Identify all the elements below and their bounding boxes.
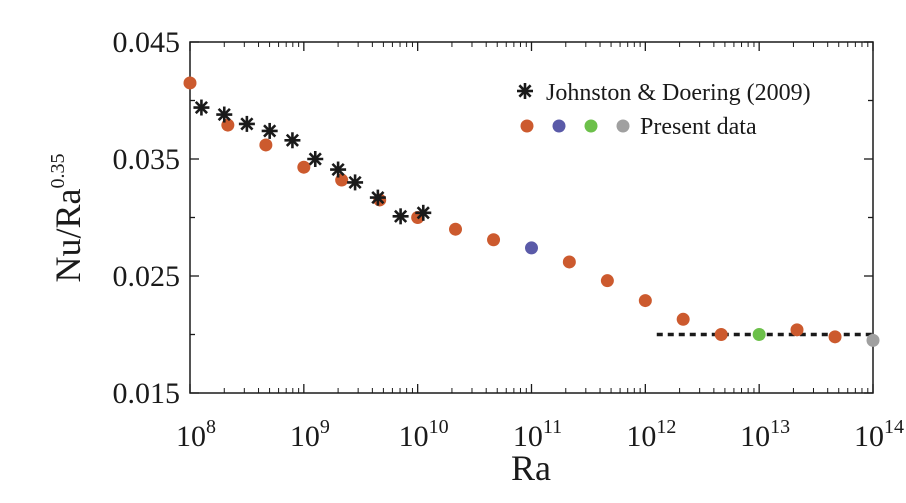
- x-tick-label-exponent: 10: [429, 416, 449, 438]
- x-tick-label: 1013: [740, 416, 790, 453]
- x-tick-label-base: 10: [854, 420, 884, 453]
- y-axis-title-exponent: 0.35: [47, 154, 69, 189]
- x-axis-title: Ra: [511, 448, 551, 488]
- data-marks: [183, 76, 880, 347]
- x-tick-label-base: 10: [176, 420, 206, 453]
- present-data-point: [297, 160, 311, 174]
- legend-label-johnston: Johnston & Doering (2009): [546, 80, 811, 106]
- johnston-data-point: [415, 204, 432, 221]
- present-data-point: [866, 333, 880, 347]
- present-data-point: [487, 233, 501, 247]
- johnston-data-point: [369, 189, 386, 206]
- y-tick-label: 0.015: [113, 377, 181, 410]
- present-data-point: [828, 330, 842, 344]
- present-data-point: [562, 255, 576, 269]
- legend: Johnston & Doering (2009) Present data: [517, 80, 811, 140]
- x-tick-label-exponent: 9: [320, 416, 330, 438]
- x-tick-label-base: 10: [290, 420, 320, 453]
- johnston-data-point: [216, 106, 233, 123]
- y-tick-label: 0.035: [113, 143, 181, 176]
- johnston-data-point: [392, 208, 409, 225]
- present-data-point: [790, 323, 804, 337]
- x-tick-label: 1012: [626, 416, 676, 453]
- johnston-data-point: [347, 174, 364, 191]
- svg-text:Nu/Ra0.35: Nu/Ra0.35: [47, 154, 88, 283]
- x-tick-label-base: 10: [399, 420, 429, 453]
- present-data-point: [183, 76, 197, 90]
- present-data-point: [525, 241, 538, 255]
- legend-label-present: Present data: [640, 114, 757, 140]
- johnston-data-point: [238, 115, 255, 132]
- present-data-point: [752, 328, 766, 341]
- johnston-data-point: [284, 132, 301, 149]
- x-tick-label-exponent: 11: [543, 416, 562, 438]
- x-tick-label-exponent: 12: [656, 416, 676, 438]
- x-tick-label-exponent: 8: [206, 416, 216, 438]
- tick-labels: 108 109 1010 1011 1012 1013 10140.0150.0250.03…: [113, 26, 905, 453]
- present-data-point: [259, 138, 273, 152]
- legend-marker-present: [616, 119, 630, 133]
- legend-marker-johnston: [517, 83, 533, 99]
- present-data-point: [676, 312, 690, 326]
- present-data-point: [600, 274, 614, 288]
- y-tick-label: 0.025: [113, 260, 181, 293]
- present-data-point: [449, 222, 463, 236]
- y-axis-title: Nu/Ra0.35: [47, 154, 88, 283]
- x-tick-label-base: 10: [740, 420, 770, 453]
- x-tick-label: 1011: [513, 416, 562, 453]
- x-tick-label-base: 10: [626, 420, 656, 453]
- x-tick-label-exponent: 14: [884, 416, 904, 438]
- legend-marker-present: [552, 119, 566, 133]
- axis-ticks: [189, 41, 874, 394]
- x-tick-label: 109: [290, 416, 330, 453]
- johnston-data-point: [330, 161, 347, 178]
- legend-marker-present: [584, 119, 598, 133]
- x-tick-label: 108: [176, 416, 216, 453]
- y-axis-title-base: Nu/Ra: [48, 188, 88, 282]
- present-data-point: [638, 294, 652, 308]
- legend-marker-present: [520, 119, 534, 133]
- johnston-data-point: [193, 99, 210, 116]
- johnston-data-point: [261, 122, 278, 139]
- x-tick-label-base: 10: [513, 420, 543, 453]
- present-data-point: [714, 328, 728, 341]
- x-tick-label: 1010: [399, 416, 449, 453]
- y-tick-label: 0.045: [113, 26, 181, 59]
- x-tick-label-exponent: 13: [770, 416, 790, 438]
- x-tick-label: 1014: [854, 416, 904, 453]
- johnston-data-point: [307, 151, 324, 167]
